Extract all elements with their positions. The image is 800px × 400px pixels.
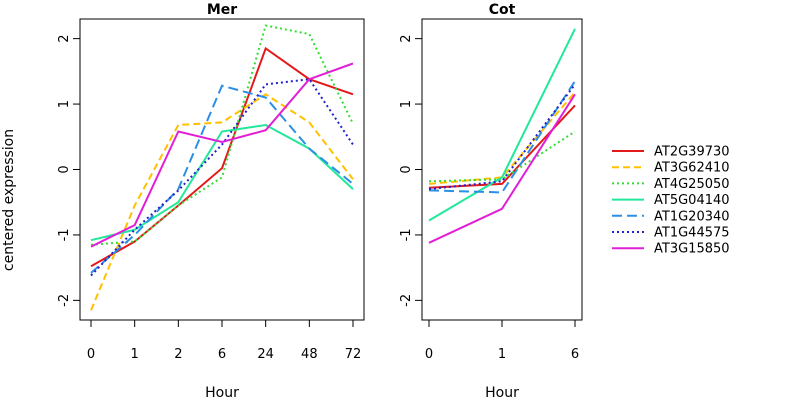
series-line-at1g44575 [90,78,354,277]
x-tick-label: 24 [257,347,274,362]
x-tick-label: 6 [218,347,226,362]
legend-label: AT5G04140 [654,193,730,208]
y-tick-label: 0 [57,165,72,173]
x-tick-label: 0 [425,347,433,362]
x-tick-label: 1 [131,347,139,362]
x-tick-label: 0 [87,347,95,362]
panel-title: Mer [207,2,237,18]
series-line-at5g04140 [428,28,576,222]
y-tick-label: 1 [57,100,72,108]
series-line-at3g15850 [90,62,354,248]
panels: Mer -2 -1 0 1 2 0 1 2 6 24 48 72 Hour Cot -2 -1 0 1 2 0 1 6 Hou… [57,2,583,400]
series-line-at4g25050 [428,130,576,183]
legend-label: AT3G62410 [654,161,730,176]
y-tick-label: -1 [399,228,414,241]
panel-title: Cot [489,2,516,18]
y-tick-label: -2 [57,294,72,307]
legend-item: AT1G44575 [612,226,730,241]
panel-cot: Cot -2 -1 0 1 2 0 1 6 Hour [399,2,583,400]
y-tick-label: -1 [57,228,72,241]
y-axis-label: centered expression [1,129,17,271]
legend-item: AT3G15850 [612,242,730,257]
y-tick-label: 1 [399,100,414,108]
x-axis-label: Hour [205,385,239,400]
legend: AT2G39730AT3G62410AT4G25050AT5G04140AT1G… [612,145,730,257]
x-axis-label: Hour [485,385,519,400]
series-line-at3g62410 [90,93,354,311]
x-tick-label: 1 [498,347,506,362]
x-tick-label: 6 [571,347,579,362]
series-line-at4g25050 [90,24,354,246]
series-line-at3g62410 [428,91,576,185]
legend-item: AT4G25050 [612,177,730,192]
series-line-at3g15850 [428,93,576,244]
y-tick-label: 2 [57,34,72,42]
y-tick-label: 0 [399,165,414,173]
x-tick-label: 48 [301,347,318,362]
legend-label: AT1G20340 [654,209,730,224]
x-tick-label: 72 [345,347,362,362]
panel-mer: Mer -2 -1 0 1 2 0 1 2 6 24 48 72 Hour [57,2,365,400]
legend-label: AT4G25050 [654,177,730,192]
series-line-at2g39730 [90,46,354,268]
series-line-at1g20340 [90,84,354,274]
legend-item: AT2G39730 [612,145,730,160]
x-tick-label: 2 [174,347,182,362]
series-line-at1g44575 [428,83,576,191]
legend-label: AT1G44575 [654,226,730,241]
legend-item: AT1G20340 [612,209,730,224]
legend-label: AT2G39730 [654,145,730,160]
series-line-at1g20340 [428,80,576,194]
legend-item: AT5G04140 [612,193,730,208]
legend-label: AT3G15850 [654,242,730,257]
y-tick-label: -2 [399,294,414,307]
legend-item: AT3G62410 [612,161,730,176]
y-tick-label: 2 [399,34,414,42]
